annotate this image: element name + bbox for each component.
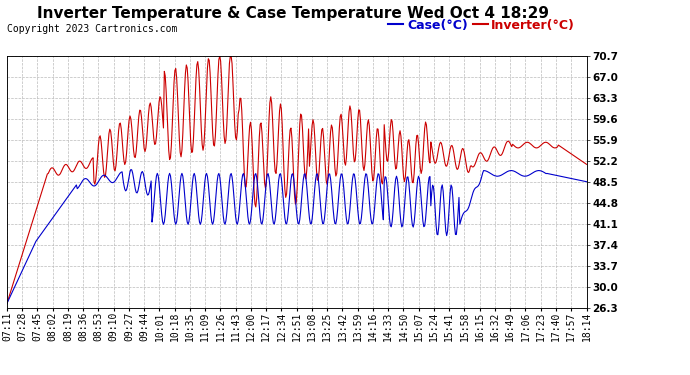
Text: Inverter Temperature & Case Temperature Wed Oct 4 18:29: Inverter Temperature & Case Temperature …	[37, 6, 549, 21]
Text: Copyright 2023 Cartronics.com: Copyright 2023 Cartronics.com	[7, 24, 177, 34]
Legend: Case(°C), Inverter(°C): Case(°C), Inverter(°C)	[383, 13, 580, 36]
